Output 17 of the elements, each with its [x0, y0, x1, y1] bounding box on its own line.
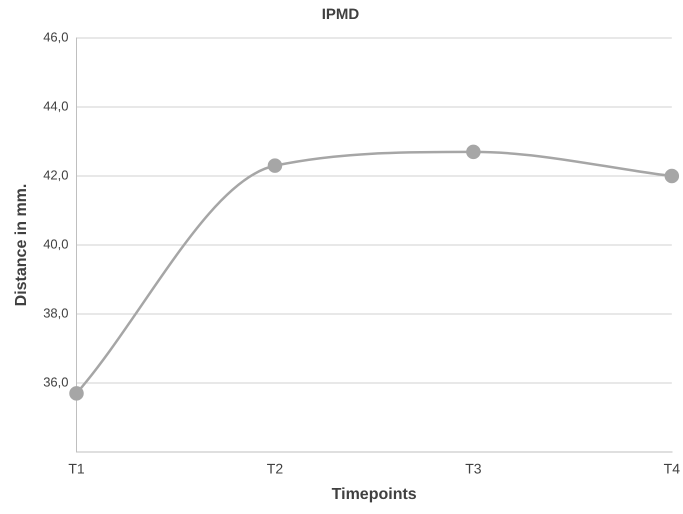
point — [466, 144, 481, 160]
x-axis-title: Timepoints — [332, 486, 417, 503]
point — [268, 158, 282, 173]
point — [664, 168, 680, 184]
x-tick-label: T1 — [68, 460, 85, 476]
y-tick-label: 36,0 — [43, 374, 68, 390]
y-tick-label: 38,0 — [43, 306, 68, 321]
x-tick-label: T4 — [664, 460, 680, 476]
x-tick-label: T2 — [266, 460, 284, 476]
point — [69, 386, 84, 401]
x-tick-label: T3 — [465, 460, 482, 476]
chart-title: IPMD — [322, 6, 360, 24]
y-tick-label: 44,0 — [43, 98, 68, 114]
y-tick-label: 42,0 — [43, 168, 68, 183]
y-tick-label: 46,0 — [43, 30, 68, 45]
y-axis-title: Distance in mm. — [13, 184, 30, 306]
y-tick-label: 40,0 — [43, 236, 68, 252]
